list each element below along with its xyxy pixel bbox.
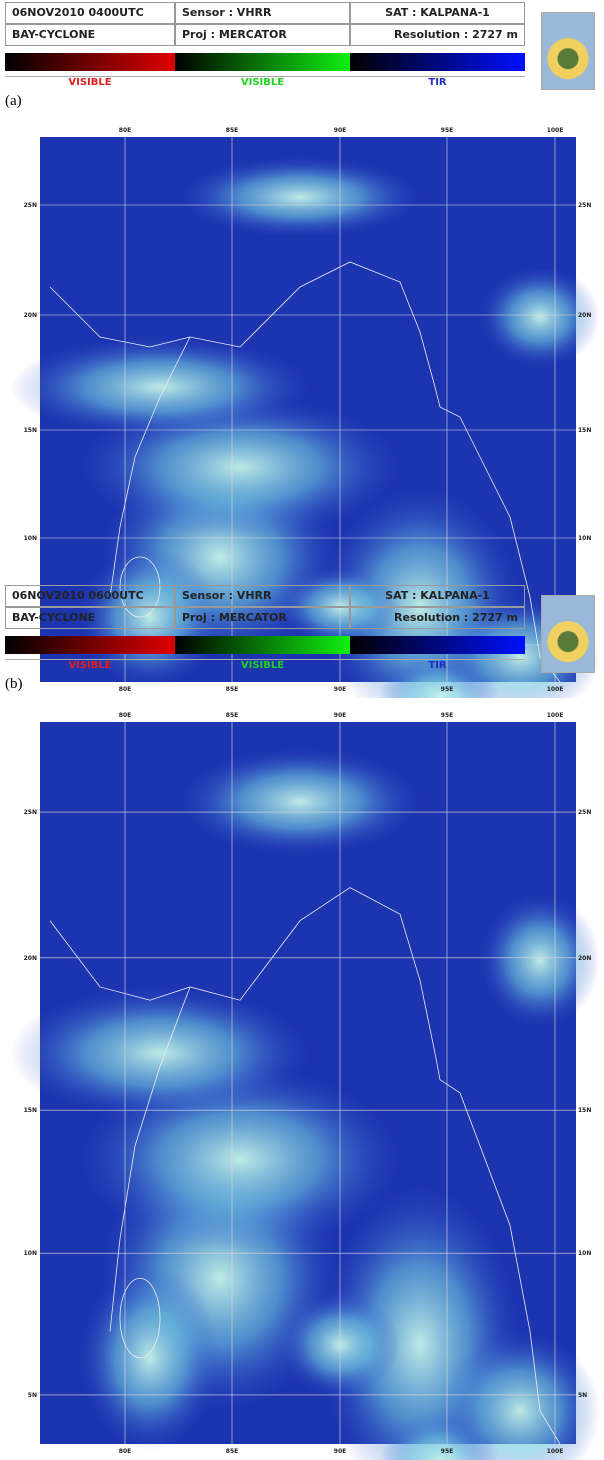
colorbar-segment: [175, 636, 350, 654]
header-cell: Proj : MERCATOR: [175, 24, 350, 46]
lat-label: 20N: [24, 955, 37, 962]
colorbar-segment: [350, 53, 525, 71]
header-cell: Resolution : 2727 m: [350, 607, 525, 629]
cloud: [180, 157, 420, 237]
satellite-map: 80E 80E 85E 85E 90E 90E 95E 95E 100E 100E 25N 25N 20…: [10, 712, 600, 1460]
lon-label: 85E: [226, 1448, 238, 1455]
lat-label: 10N: [578, 535, 591, 542]
lat-label: 10N: [578, 1250, 591, 1257]
lat-label: 25N: [578, 809, 591, 816]
lat-label: 15N: [24, 427, 37, 434]
header-cell: 06NOV2010 0600UTC: [5, 585, 175, 607]
panel-label: (b): [5, 676, 23, 692]
lon-label: 95E: [441, 686, 453, 693]
coastline: [109, 986, 191, 1332]
lon-label: 100E: [547, 686, 564, 693]
header-cell: Sensor : VHRR: [175, 585, 350, 607]
header-cell: SAT : KALPANA-1: [350, 585, 525, 607]
panel-label: (a): [5, 93, 22, 109]
lon-label: 80E: [119, 127, 131, 134]
legend-label: VISIBLE: [175, 76, 350, 88]
cloud: [10, 337, 310, 437]
lon-label: 85E: [226, 127, 238, 134]
lat-label: 20N: [578, 955, 591, 962]
lon-label: 90E: [334, 127, 346, 134]
cloud: [440, 1331, 600, 1460]
lat-label: 10N: [24, 535, 37, 542]
lat-label: 25N: [24, 809, 37, 816]
lon-label: 95E: [441, 127, 453, 134]
lon-label: 95E: [441, 712, 453, 719]
lon-label: 80E: [119, 686, 131, 693]
header-cell: BAY-CYCLONE: [5, 24, 175, 46]
island: [119, 1278, 161, 1359]
map-area: 80E 80E 85E 85E 90E 90E 95E 95E 100E 100E 25N 25N 20…: [10, 712, 600, 1460]
legend-label: VISIBLE: [175, 659, 350, 671]
lon-label: 90E: [334, 712, 346, 719]
lat-label: 15N: [578, 427, 591, 434]
lat-label: 20N: [24, 312, 37, 319]
logo: [541, 595, 595, 673]
lon-label: 80E: [119, 1448, 131, 1455]
cloud: [80, 1265, 220, 1451]
coastline: [49, 887, 561, 1445]
legend-label: VISIBLE: [5, 659, 175, 671]
colorbar-segment: [5, 636, 175, 654]
header-cell: BAY-CYCLONE: [5, 607, 175, 629]
lat-label: 5N: [28, 1392, 37, 1399]
lon-label: 95E: [441, 1448, 453, 1455]
header-cell: SAT : KALPANA-1: [350, 2, 525, 24]
legend-label: TIR: [350, 76, 525, 88]
lat-label: 10N: [24, 1250, 37, 1257]
header-cell: Sensor : VHRR: [175, 2, 350, 24]
header-cell: 06NOV2010 0400UTC: [5, 2, 175, 24]
map-area: 80E 80E 85E 85E 90E 90E 95E 95E 100E 100E 25N 25N 20…: [10, 127, 600, 698]
colorbar-segment: [350, 636, 525, 654]
lat-label: 25N: [578, 202, 591, 209]
cloud: [480, 267, 600, 367]
cloud: [480, 894, 600, 1027]
legend-label: TIR: [350, 659, 525, 671]
lon-label: 90E: [334, 686, 346, 693]
lat-label: 20N: [578, 312, 591, 319]
lon-label: 80E: [119, 712, 131, 719]
lon-label: 100E: [547, 712, 564, 719]
lon-label: 90E: [334, 1448, 346, 1455]
coastline: [49, 261, 561, 683]
cloud: [180, 748, 420, 855]
lon-label: 100E: [547, 1448, 564, 1455]
colorbar-segment: [175, 53, 350, 71]
colorbar-segment: [5, 53, 175, 71]
header-cell: Resolution : 2727 m: [350, 24, 525, 46]
lat-label: 25N: [24, 202, 37, 209]
legend-label: VISIBLE: [5, 76, 175, 88]
lon-label: 85E: [226, 712, 238, 719]
cloud: [10, 986, 310, 1120]
header-cell: Proj : MERCATOR: [175, 607, 350, 629]
lon-label: 85E: [226, 686, 238, 693]
coastline: [109, 336, 191, 598]
logo: [541, 12, 595, 90]
lat-label: 15N: [24, 1107, 37, 1114]
lon-label: 100E: [547, 127, 564, 134]
lat-label: 5N: [578, 1392, 587, 1399]
island: [119, 556, 161, 618]
lat-label: 15N: [578, 1107, 591, 1114]
satellite-map: 80E 80E 85E 85E 90E 90E 95E 95E 100E 100E 25N 25N 20…: [10, 127, 600, 698]
